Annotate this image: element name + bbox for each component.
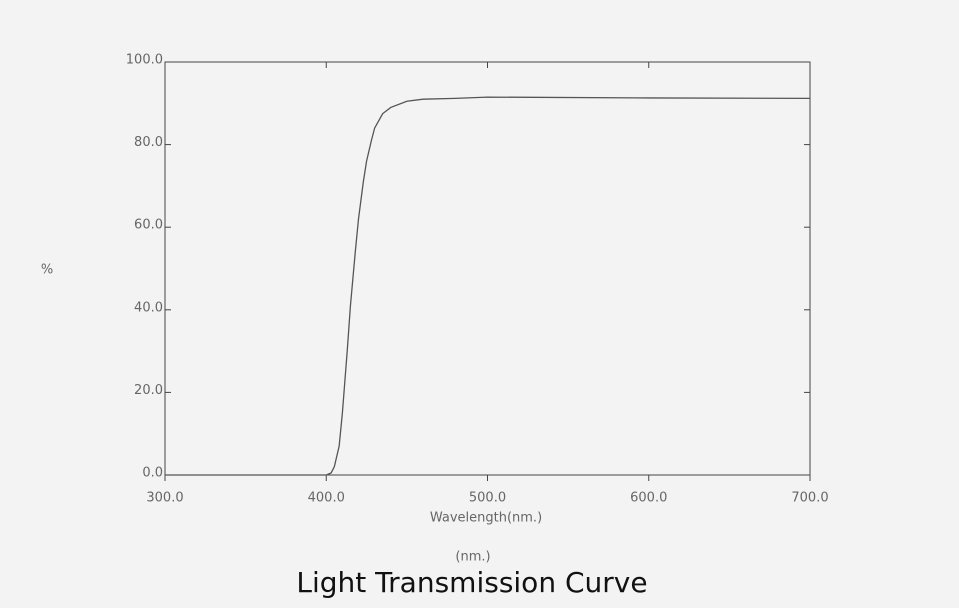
chart-title: Light Transmission Curve (296, 566, 647, 599)
x-axis-label: Wavelength(nm.) (430, 511, 542, 526)
y-tick-label: 20.0 (134, 383, 163, 398)
x-tick-label: 600.0 (630, 491, 667, 506)
y-axis-label: % (41, 263, 53, 278)
y-tick-label: 60.0 (134, 218, 163, 233)
y-tick-label: 0.0 (142, 466, 163, 481)
x-tick-label: 700.0 (791, 491, 828, 506)
y-tick-label: 80.0 (134, 135, 163, 150)
annotation: (nm.) (455, 550, 490, 565)
x-tick-label: 400.0 (308, 491, 345, 506)
line-series (165, 96, 811, 476)
x-tick-label: 500.0 (469, 491, 506, 506)
y-tick-label: 40.0 (134, 300, 163, 315)
y-tick-label: 100.0 (126, 53, 163, 68)
x-tick-label: 300.0 (146, 491, 183, 506)
